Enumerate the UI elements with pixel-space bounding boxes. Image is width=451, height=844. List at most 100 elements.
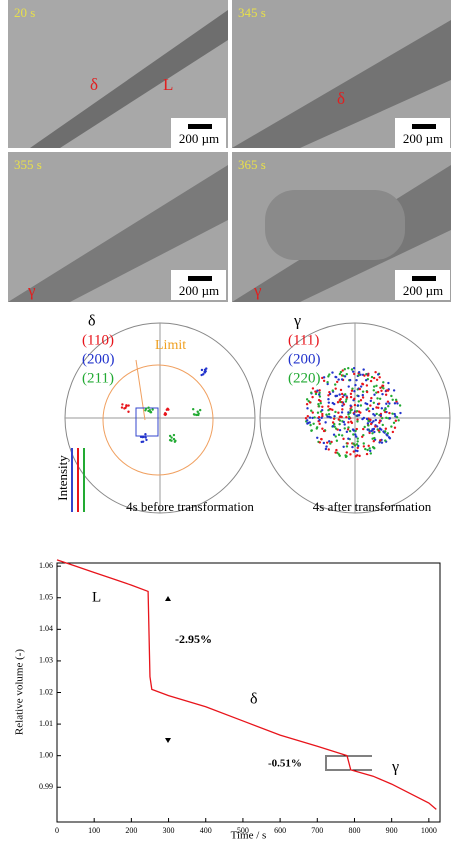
pole-spot	[345, 400, 347, 402]
x-tick-label: 700	[311, 826, 323, 835]
scale-label: 200 µm	[403, 283, 443, 298]
pole-spot	[315, 393, 317, 395]
pole-spot	[316, 390, 318, 392]
pole-spot	[367, 424, 369, 426]
pole-spot	[307, 422, 309, 424]
pole-spot	[374, 425, 376, 427]
phase-label: γ	[27, 281, 36, 300]
pole-spot	[343, 421, 345, 423]
pole-spot	[393, 422, 395, 424]
pole-spot	[379, 439, 381, 441]
y-axis-label: Relative volume (-)	[14, 649, 26, 735]
pole-spot	[342, 438, 344, 440]
pole-spot	[167, 408, 169, 410]
pole-spot	[399, 404, 401, 406]
pole-spot	[332, 425, 334, 427]
pole-spot	[338, 393, 340, 395]
pole-spot	[379, 398, 381, 400]
pole-spot	[366, 403, 368, 405]
pole-spot	[373, 385, 375, 387]
pole-spot	[344, 427, 346, 429]
pole-spot	[349, 379, 351, 381]
pole-spot	[378, 441, 380, 443]
pole-spot	[192, 408, 194, 410]
pole-spot	[392, 431, 394, 433]
pole-spot	[399, 412, 401, 414]
pole-spot	[358, 371, 360, 373]
pole-spot	[321, 409, 323, 411]
y-tick-label: 1.06	[39, 561, 53, 570]
pole-spot	[354, 433, 356, 435]
pole-spot	[361, 383, 363, 385]
pole-spot	[352, 370, 354, 372]
x-tick-label: 200	[125, 826, 137, 835]
pole-spot	[318, 423, 320, 425]
pole-spot	[327, 398, 329, 400]
pole-spot	[396, 416, 398, 418]
pole-spot	[368, 410, 370, 412]
pole-spot	[345, 416, 347, 418]
plane-label: (110)	[82, 332, 114, 348]
pole-spot	[384, 408, 386, 410]
pole-spot	[309, 401, 311, 403]
pole-spot	[309, 424, 311, 426]
pole-spot	[121, 403, 123, 405]
pole-spot	[321, 417, 323, 419]
pole-spot	[145, 439, 147, 441]
scale-bar	[412, 124, 436, 129]
pole-spot	[361, 418, 363, 420]
pole-spot	[332, 389, 334, 391]
pole-spot	[352, 428, 354, 430]
y-tick-label: 0.99	[39, 782, 53, 791]
x-tick-label: 100	[88, 826, 100, 835]
pole-spot	[346, 431, 348, 433]
pole-spot	[376, 379, 378, 381]
scale-bar	[412, 276, 436, 281]
pole-spot	[396, 402, 398, 404]
pole-spot	[321, 428, 323, 430]
pole-spot	[323, 376, 325, 378]
pole-spot	[197, 414, 199, 416]
pole-spot	[374, 371, 376, 373]
pole-spot	[362, 394, 364, 396]
pole-spot	[370, 400, 372, 402]
pole-spot	[367, 407, 369, 409]
pole-spot	[390, 395, 392, 397]
pole-spot	[319, 400, 321, 402]
intensity-label: Intensity	[55, 455, 70, 501]
pole-spot	[352, 442, 354, 444]
pole-spot	[318, 405, 320, 407]
pole-spot	[361, 436, 363, 438]
pole-spot	[370, 452, 372, 454]
pole-spot	[370, 423, 372, 425]
pole-spot	[340, 389, 342, 391]
time-label: 355 s	[14, 157, 42, 172]
grain	[265, 190, 405, 260]
pole-spot	[333, 418, 335, 420]
pole-spot	[357, 414, 359, 416]
pole-spot	[373, 447, 375, 449]
pole-spot	[311, 396, 313, 398]
pole-spot	[363, 426, 365, 428]
data-line	[57, 560, 436, 810]
pole-spot	[380, 390, 382, 392]
pole-spot	[336, 395, 338, 397]
x-tick-label: 0	[55, 826, 59, 835]
pole-spot	[169, 435, 171, 437]
pole-spot	[373, 437, 375, 439]
plane-label: (211)	[82, 370, 114, 386]
x-tick-label: 900	[386, 826, 398, 835]
pole-spot	[356, 443, 358, 445]
pole-spot	[317, 412, 319, 414]
pole-spot	[344, 393, 346, 395]
pole-spot	[349, 405, 351, 407]
marker	[165, 596, 171, 601]
pole-spot	[309, 417, 311, 419]
pole-spot	[381, 393, 383, 395]
pole-spot	[387, 432, 389, 434]
pole-spot	[147, 410, 149, 412]
pole-spot	[381, 441, 383, 443]
pole-spot	[328, 401, 330, 403]
pole-spot	[385, 403, 387, 405]
pole-spot	[330, 416, 332, 418]
